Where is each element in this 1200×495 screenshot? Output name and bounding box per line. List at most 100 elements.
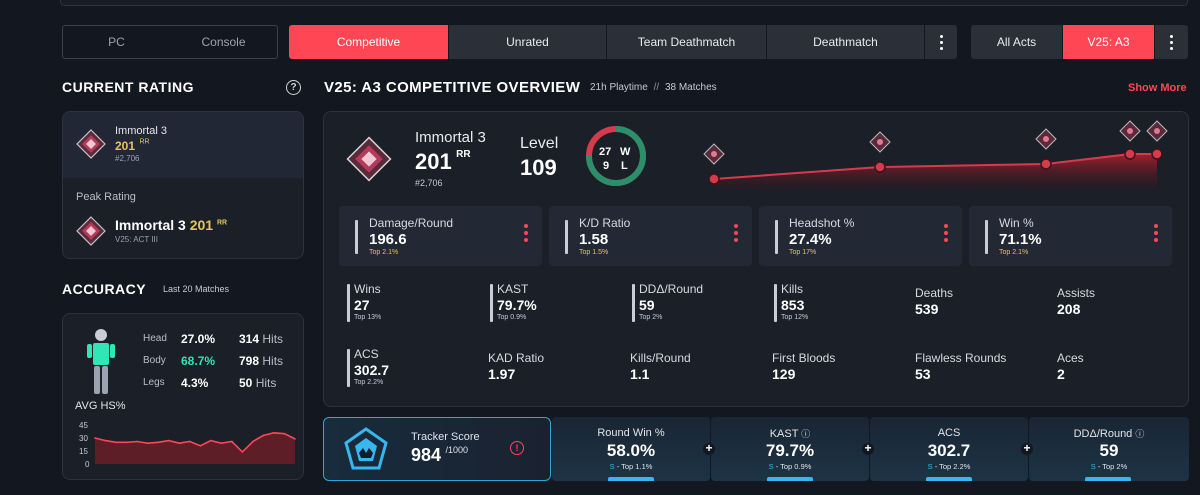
accuracy-hits: 314 Hits [239,332,284,346]
stat-first-bloods: First Bloods 129 [772,351,836,382]
peak-rr-unit: RR [216,219,228,227]
hs-data-point [262,434,265,437]
accuracy-label: Head [143,333,167,344]
stat-percentile: Top 2.1% [999,249,1029,256]
stat-value: 27.4% [789,231,832,248]
hs-data-point [104,439,107,442]
stat-card-win-percent[interactable]: Win % 71.1% Top 2.1% [969,206,1172,266]
overview-rank-name: Immortal 3 [415,129,486,146]
stat-kad-ratio: KAD Ratio 1.97 [488,351,545,382]
immortal-rank-icon [76,129,106,159]
tracker-score-value: 984 [411,445,442,465]
stat-kills: Kills 853 Top 12% [774,282,914,328]
y-tick-label: 30 [79,434,88,443]
hs-data-point [157,441,159,444]
hs-data-point [125,441,128,444]
stat-card-kd-ratio[interactable]: K/D Ratio 1.58 Top 1.5% [549,206,752,266]
stat-wins: Wins 27 Top 13% [347,282,487,328]
accuracy-hits: 50 Hits [239,376,277,390]
platform-pc-button[interactable]: PC [108,35,125,49]
accuracy-label: Legs [143,377,165,388]
hs-data-point [94,437,96,439]
stat-value: 71.1% [999,231,1042,248]
win-loss-ring: 27 W 9 L [586,126,646,186]
peak-rating-label: Peak Rating [76,191,136,203]
hs-data-point [167,439,170,442]
current-rank-name: Immortal 3 [115,125,167,137]
modes-more-button[interactable] [925,25,957,59]
accuracy-label: Body [143,355,166,366]
stat-aces: Aces 2 [1057,351,1084,382]
peak-rating: Immortal 3 201 RR [115,217,227,233]
info-alert-icon[interactable]: ! [510,441,524,455]
current-rank-panel: Immortal 3 201 RR #2,706 [63,112,303,178]
help-icon[interactable]: ? [286,80,301,95]
tab-all-acts[interactable]: All Acts [971,25,1063,59]
avg-hs-label: AVG HS% [75,400,126,412]
info-icon: ⓘ [801,429,811,439]
stat-deaths: Deaths 539 [915,286,954,317]
accuracy-percent: 68.7% [181,354,216,368]
top-panel-edge [60,0,1188,6]
platform-console-button[interactable]: Console [201,35,246,49]
accuracy-row-head: Head 27.0% 314 Hits [143,332,293,346]
stat-assists: Assists 208 [1057,286,1096,317]
stat-name: Win % [999,216,1034,230]
separator: // [653,82,660,93]
tab-unrated[interactable]: Unrated [449,25,607,59]
hs-data-point [136,440,138,443]
more-vertical-icon [939,34,943,50]
y-tick-label: 15 [79,447,88,456]
tab-team-deathmatch[interactable]: Team Deathmatch [607,25,767,59]
matches: 38 Matches [664,82,717,93]
accuracy-card: Head 27.0% 314 Hits Body 68.7% 798 Hits … [62,313,304,480]
peak-rr-value: 201 [189,217,214,233]
mode-tabs: Competitive Unrated Team Deathmatch Deat… [289,25,957,59]
accuracy-title: ACCURACY [62,281,147,297]
stat-card-damage-round[interactable]: Damage/Round 196.6 Top 2.1% [339,206,542,266]
tab-deathmatch[interactable]: Deathmatch [767,25,925,59]
more-vertical-icon[interactable] [944,224,948,242]
stat-card-headshot[interactable]: Headshot % 27.4% Top 17% [759,206,962,266]
current-rating-title: CURRENT RATING [62,79,194,95]
more-vertical-icon[interactable] [1154,224,1158,242]
hs-data-point [188,440,191,443]
tab-competitive[interactable]: Competitive [289,25,449,59]
overview-rr: 201 RR [415,149,471,175]
score-stat-dd-round: DDΔ/Round ⓘ 59 S - Top 2% [1029,417,1189,481]
wins-label: W [620,146,631,158]
overview-subtitle: 21h Playtime // 38 Matches [590,82,717,93]
stat-percentile: Top 17% [789,249,817,256]
stat-kills-round: Kills/Round 1.1 [630,351,691,382]
level-value: 109 [520,155,557,180]
avg-hs-chart: 45 30 15 0 [79,421,296,469]
tracker-score-icon [344,427,388,470]
stat-dd-round: DDΔ/Round 59 Top 2% [632,282,772,328]
level-label: Level [520,135,559,152]
tracker-score-label: Tracker Score [411,431,480,443]
tracker-score-card[interactable]: Tracker Score 984 /1000 ! [323,417,551,481]
platform-toggle: PC Console [62,25,278,59]
acts-more-button[interactable] [1155,25,1188,59]
plus-icon: + [703,442,715,455]
immortal-rank-icon [76,216,106,246]
stat-name: K/D Ratio [579,216,631,230]
stat-value: 1.58 [579,231,609,248]
accuracy-row-legs: Legs 4.3% 50 Hits [143,376,293,390]
y-tick-label: 45 [79,421,88,430]
accuracy-percent: 27.0% [181,332,216,346]
show-more-link[interactable]: Show More [1128,82,1187,94]
tracker-score-max: /1000 [445,445,469,455]
more-vertical-icon[interactable] [734,224,738,242]
score-stat-round-win: Round Win % 58.0% S - Top 1.1% [552,417,710,481]
score-stat-kast: KAST ⓘ 79.7% S - Top 0.9% [711,417,869,481]
hs-data-point [115,441,117,444]
stat-acs: ACS 302.7 Top 2.2% [347,347,487,393]
tab-v25-a3[interactable]: V25: A3 [1063,25,1155,59]
tracker-score: 984 /1000 [411,445,468,466]
current-position: #2,706 [115,154,140,163]
stat-name: Damage/Round [369,216,454,230]
more-vertical-icon[interactable] [524,224,528,242]
act-tabs: All Acts V25: A3 [971,25,1188,59]
immortal-rank-icon [346,136,392,182]
